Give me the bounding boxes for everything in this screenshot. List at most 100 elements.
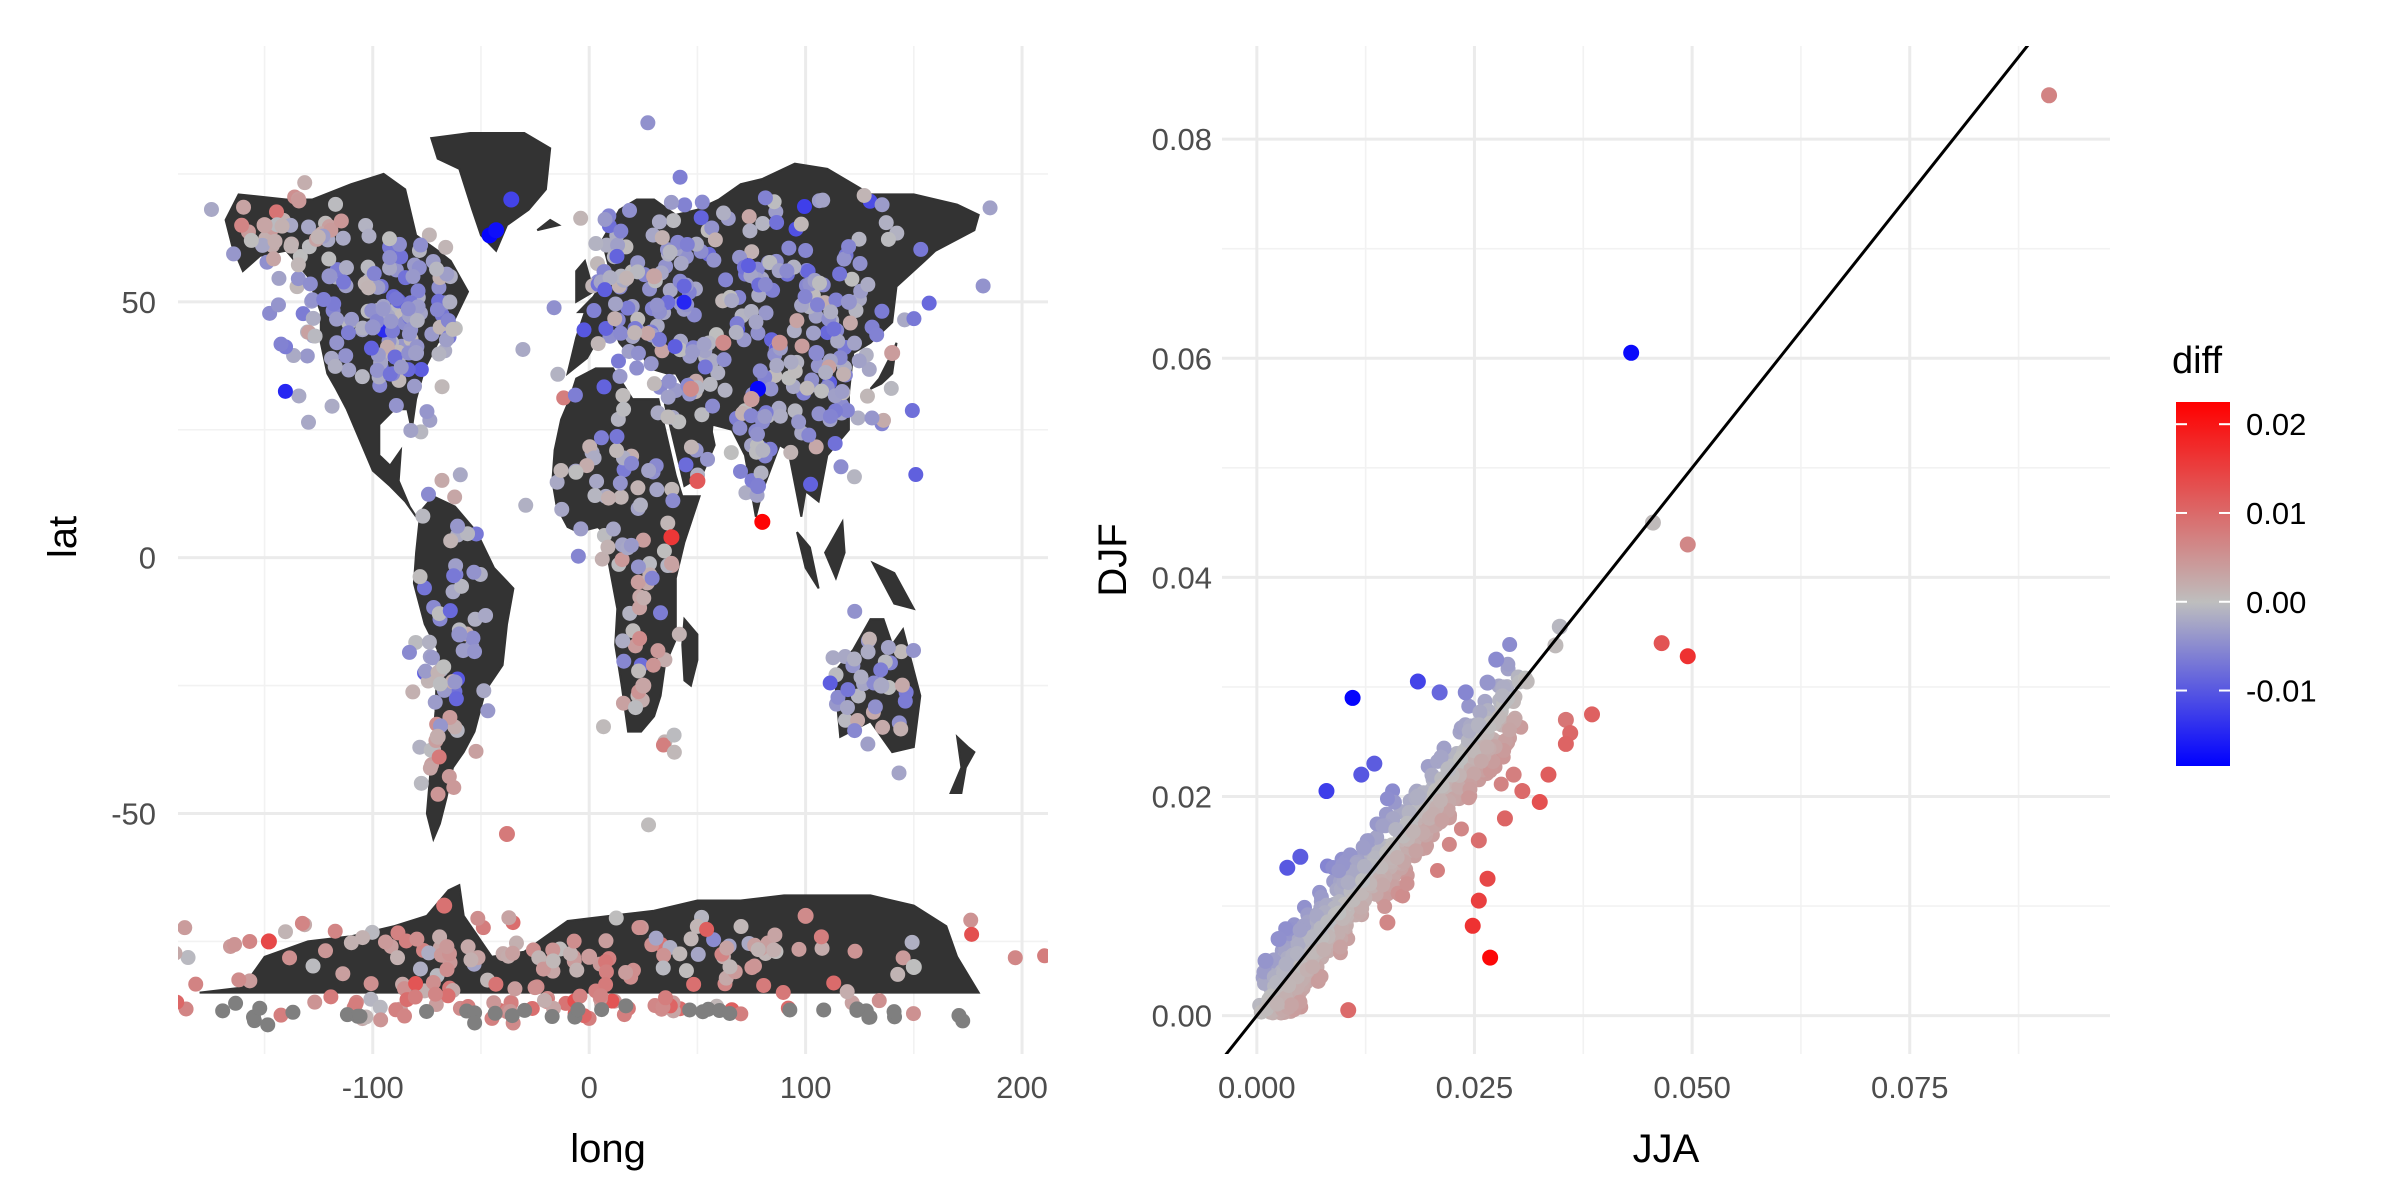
station-point: [856, 187, 872, 203]
station-point: [814, 383, 830, 399]
station-point: [615, 695, 631, 711]
station-point: [615, 633, 631, 649]
station-point: [307, 328, 323, 344]
station-point: [704, 220, 720, 236]
scatter-point: [1388, 821, 1404, 837]
station-point: [615, 387, 631, 403]
station-point: [860, 277, 876, 293]
scatter-point: [1257, 952, 1274, 969]
station-point-no-data: [594, 1002, 610, 1018]
station-point: [833, 459, 849, 475]
scatter-tick-labels: 0.000 0.025 0.050 0.075 0.00 0.02 0.04 0.06 0.08: [1152, 122, 1949, 1105]
station-point: [410, 283, 426, 299]
station-point: [871, 993, 887, 1009]
station-point: [754, 513, 771, 530]
station-point: [1007, 950, 1023, 966]
station-point: [425, 974, 441, 990]
station-point: [61, 923, 76, 938]
station-point: [436, 659, 452, 675]
station-point: [439, 939, 455, 955]
scatter-point: [1466, 766, 1482, 782]
station-point: [310, 229, 326, 245]
scatter-point: [1389, 850, 1405, 866]
station-point: [340, 325, 356, 341]
scatter-point: [1340, 1002, 1357, 1019]
station-point: [666, 727, 682, 743]
land-polygon: [869, 342, 898, 390]
station-point: [408, 345, 425, 362]
station-point: [418, 663, 434, 679]
station-point: [891, 765, 907, 781]
scatter-point: [1305, 959, 1321, 975]
station-point: [809, 297, 825, 313]
station-point: [573, 210, 589, 226]
station-point: [277, 924, 293, 940]
scatter-x-tick-label: 0.050: [1653, 1070, 1731, 1105]
station-point: [106, 1010, 121, 1025]
station-point: [598, 933, 614, 949]
station-point: [132, 970, 147, 985]
station-point: [363, 340, 379, 356]
station-point: [203, 201, 219, 217]
scatter-point: [1289, 946, 1305, 962]
station-point: [609, 248, 625, 264]
station-point: [546, 300, 562, 316]
scatter-point: [1473, 753, 1489, 769]
station-point: [96, 954, 111, 969]
scatter-point: [1482, 949, 1499, 966]
station-point: [779, 263, 795, 279]
station-point: [460, 939, 476, 955]
station-point: [597, 282, 613, 298]
station-point: [95, 911, 110, 926]
station-point: [880, 231, 896, 247]
station-point: [361, 228, 377, 244]
station-point: [686, 976, 702, 992]
scatter-point: [1379, 914, 1396, 931]
station-point: [694, 194, 710, 210]
station-point: [750, 942, 766, 958]
station-point: [641, 463, 657, 479]
station-point: [883, 380, 899, 396]
station-point: [651, 214, 667, 230]
scatter-point: [1344, 689, 1361, 706]
station-point: [677, 197, 693, 213]
scatter-point: [1479, 674, 1496, 691]
station-point: [750, 478, 766, 495]
scatter-point: [1270, 930, 1287, 947]
station-point: [567, 387, 583, 403]
station-point: [756, 977, 772, 993]
station-point: [604, 993, 620, 1009]
station-point: [826, 321, 842, 337]
station-point: [814, 940, 830, 956]
station-point: [505, 945, 521, 961]
scatter-y-tick-label: 0.00: [1152, 999, 1212, 1034]
station-point-no-data: [517, 1002, 533, 1018]
station-point: [813, 929, 829, 945]
scatter-point: [1318, 783, 1335, 800]
scatter-point: [1408, 843, 1424, 859]
station-point: [655, 960, 671, 976]
station-point: [616, 401, 632, 417]
station-point: [291, 388, 307, 404]
scatter-point: [1292, 848, 1309, 865]
station-point: [305, 310, 321, 326]
station-point: [409, 312, 425, 328]
station-point: [612, 368, 628, 384]
station-point: [847, 723, 863, 739]
scatter-x-tick-label: 0.075: [1871, 1070, 1949, 1105]
station-point-no-data: [955, 1013, 971, 1029]
scatter-point: [1540, 766, 1557, 783]
station-point: [620, 300, 636, 316]
station-point: [733, 919, 749, 935]
station-point: [666, 213, 682, 229]
map-points: [61, 115, 1048, 1033]
station-point: [873, 677, 890, 694]
station-point: [834, 383, 850, 399]
station-point: [823, 304, 839, 320]
station-point: [445, 321, 461, 337]
land-polygon: [429, 132, 552, 253]
station-point: [412, 739, 428, 755]
station-point: [715, 334, 732, 351]
station-point-no-data: [285, 1004, 301, 1020]
legend-tick-label: 0.01: [2246, 496, 2306, 531]
